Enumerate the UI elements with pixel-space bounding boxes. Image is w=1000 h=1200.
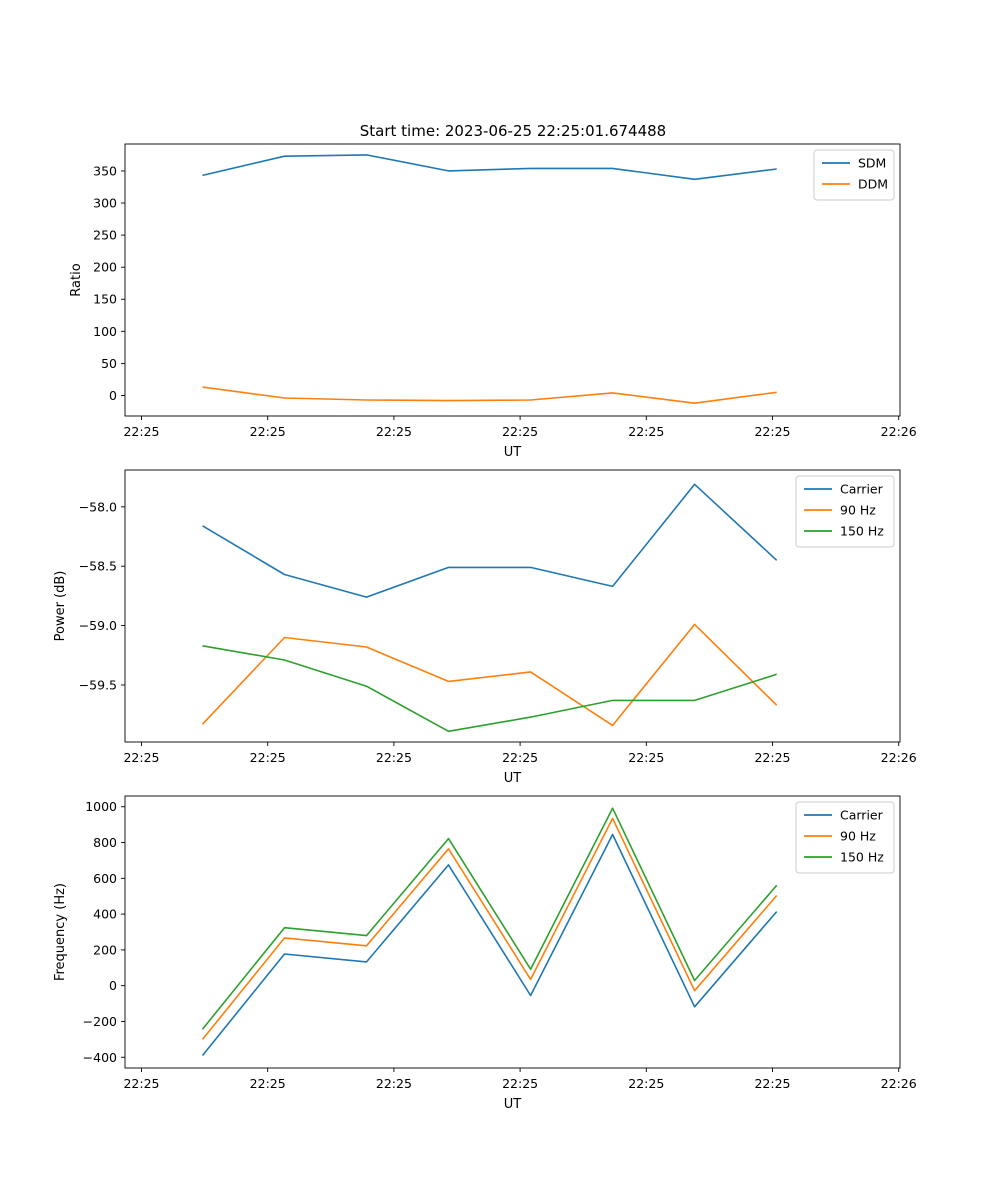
series-line-3 <box>202 645 777 733</box>
x-axis-label: UT <box>504 771 522 786</box>
series-line-2 <box>202 386 777 405</box>
y-tick-label: −59.5 <box>79 677 117 692</box>
x-tick-label: 22:25 <box>123 1076 159 1091</box>
y-tick-label: −58.0 <box>79 499 117 514</box>
x-tick-label: 22:25 <box>754 750 790 765</box>
x-axis-label: UT <box>504 445 522 460</box>
y-tick-label: 250 <box>93 228 117 243</box>
x-tick-label: 22:25 <box>250 750 286 765</box>
x-tick-label: 22:25 <box>754 1076 790 1091</box>
legend-label: DDM <box>858 177 888 192</box>
x-tick-label: 22:26 <box>881 1076 917 1091</box>
axes-frame <box>124 143 901 417</box>
legend-label: Carrier <box>840 482 884 497</box>
legend-label: 90 Hz <box>840 503 876 518</box>
series-line-1 <box>201 833 778 1057</box>
y-tick-label: 400 <box>93 907 117 922</box>
y-tick-label: 300 <box>93 196 117 211</box>
x-axis-label: UT <box>504 1097 522 1112</box>
y-tick-label: 600 <box>93 871 117 886</box>
legend-box <box>795 475 895 548</box>
legend: SDM DDM <box>813 149 895 201</box>
x-tick-label: 22:25 <box>628 1076 664 1091</box>
x-tick-label: 22:25 <box>376 750 412 765</box>
y-tick-label: 100 <box>93 324 117 339</box>
legend-label: 90 Hz <box>840 829 876 844</box>
legend-label: SDM <box>858 156 886 171</box>
y-tick-label: −400 <box>83 1050 117 1065</box>
legend-box <box>795 801 895 874</box>
x-tick-label: 22:25 <box>250 1076 286 1091</box>
x-tick-label: 22:25 <box>376 424 412 439</box>
series-line-3 <box>201 807 778 1030</box>
x-tick-label: 22:25 <box>502 1076 538 1091</box>
y-axis-label: Ratio <box>69 263 84 296</box>
axes-frame <box>124 795 901 1069</box>
x-tick-label: 22:25 <box>123 750 159 765</box>
legend: Carrier 90 Hz 150 Hz <box>795 801 895 874</box>
y-tick-label: 1000 <box>85 799 117 814</box>
y-tick-label: −59.0 <box>79 618 117 633</box>
power-panel: 22:25 22:25 22:25 22:25 22:25 22:25 22:26 UT −59… <box>53 469 917 786</box>
y-tick-label: 350 <box>93 163 117 178</box>
series-line-2 <box>201 623 778 727</box>
y-tick-label: −200 <box>83 1014 117 1029</box>
x-tick-label: 22:25 <box>123 424 159 439</box>
y-tick-label: 0 <box>109 388 117 403</box>
x-tick-label: 22:25 <box>628 750 664 765</box>
x-tick-label: 22:25 <box>628 424 664 439</box>
y-tick-label: −58.5 <box>79 559 117 574</box>
ratio-panel: 22:25 22:25 22:25 22:25 22:25 22:25 22:26 UT 0 50… <box>69 143 917 460</box>
y-tick-label: 800 <box>93 835 117 850</box>
x-tick-label: 22:25 <box>250 424 286 439</box>
y-tick-label: 200 <box>93 942 117 957</box>
x-tick-label: 22:25 <box>376 1076 412 1091</box>
legend: Carrier 90 Hz 150 Hz <box>795 475 895 548</box>
legend-label: 150 Hz <box>840 850 884 865</box>
y-tick-label: 200 <box>93 260 117 275</box>
series-line-1 <box>202 483 778 598</box>
legend-label: Carrier <box>840 808 884 823</box>
legend-label: 150 Hz <box>840 524 884 539</box>
y-tick-label: 0 <box>109 978 117 993</box>
axes-frame <box>124 469 901 743</box>
y-tick-label: 150 <box>93 292 117 307</box>
x-tick-label: 22:25 <box>502 424 538 439</box>
series-line-1 <box>202 154 777 181</box>
frequency-panel: 22:25 22:25 22:25 22:25 22:25 22:25 22:26 UT −40… <box>53 795 917 1112</box>
y-tick-label: 50 <box>101 356 117 371</box>
x-tick-label: 22:25 <box>502 750 538 765</box>
series-line-2 <box>201 817 778 1040</box>
figure-title: Start time: 2023-06-25 22:25:01.674488 <box>360 122 666 140</box>
x-tick-label: 22:25 <box>754 424 790 439</box>
x-tick-label: 22:26 <box>881 424 917 439</box>
y-axis-label: Power (dB) <box>53 571 68 642</box>
y-axis-label: Frequency (Hz) <box>53 883 68 981</box>
x-tick-label: 22:26 <box>881 750 917 765</box>
